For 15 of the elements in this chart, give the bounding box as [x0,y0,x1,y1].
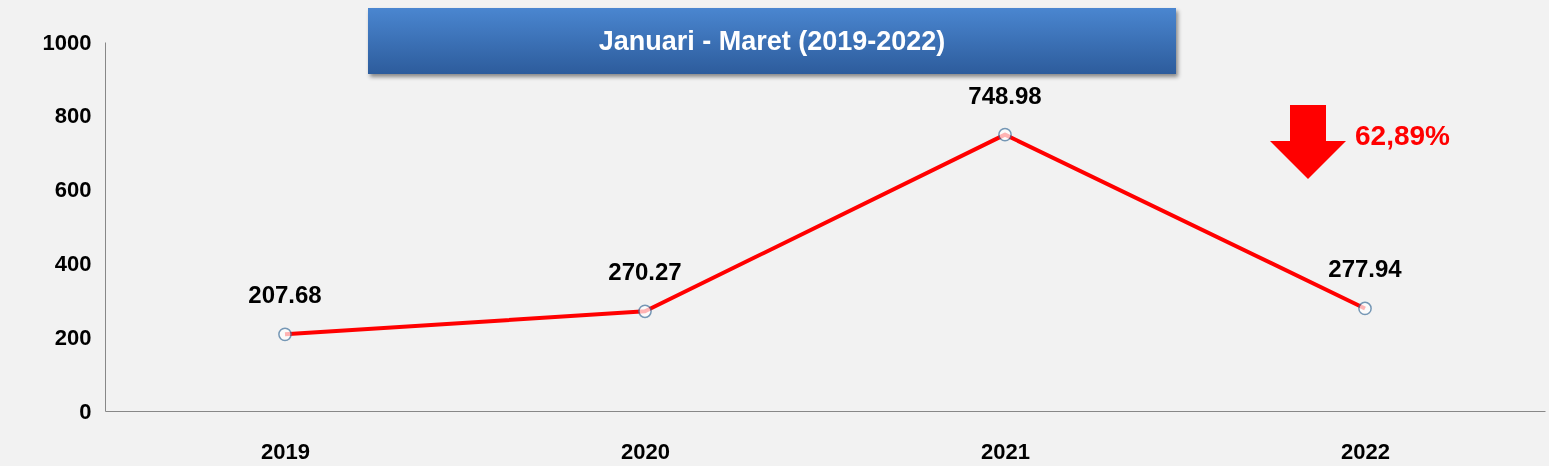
data-label: 207.68 [248,281,322,309]
y-tick-label: 1000 [42,29,92,55]
y-tick-label: 400 [54,250,92,276]
y-tick-label: 600 [54,177,92,203]
y-tick-label: 800 [54,103,92,129]
x-tick-label: 2020 [621,438,670,464]
y-tick-label: 200 [54,324,92,350]
x-tick-label: 2021 [981,438,1030,464]
data-label: 748.98 [968,81,1042,109]
data-label: 277.94 [1328,255,1403,283]
annotation: 62,89% [1355,120,1451,151]
x-tick-label: 2019 [261,438,310,464]
x-tick-label: 2022 [1341,438,1390,464]
data-label: 270.27 [608,258,682,286]
y-tick-label: 0 [79,398,92,424]
